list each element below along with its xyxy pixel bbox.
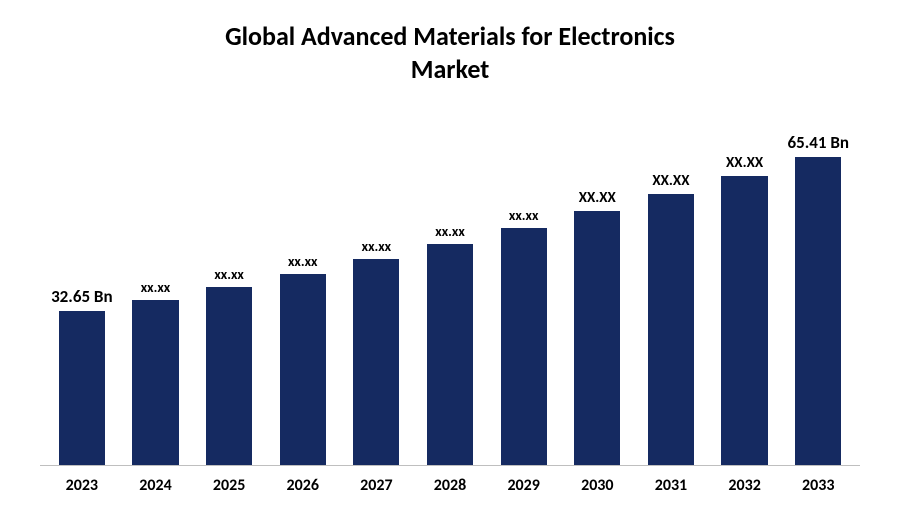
bar-column: XX.XX (708, 110, 782, 465)
bar-column: xx.xx (487, 110, 561, 465)
bar (280, 274, 326, 465)
bar-column: xx.xx (192, 110, 266, 465)
bar-column: XX.XX (560, 110, 634, 465)
bar (132, 300, 178, 465)
bar (795, 157, 841, 465)
bar-data-label: XX.XX (579, 189, 616, 207)
xaxis-label: 2024 (119, 476, 193, 495)
bar-data-label: xx.xx (509, 207, 538, 224)
bars-row: 32.65 Bn xx.xx xx.xx xx.xx xx.xx xx.xx xx.xx XX… (40, 110, 860, 466)
bar (574, 211, 620, 465)
bar-column: xx.xx (413, 110, 487, 465)
bar-data-label: XX.XX (652, 172, 689, 190)
xaxis-label: 2028 (413, 476, 487, 495)
bar-data-label: 65.41 Bn (787, 132, 849, 153)
bar (501, 228, 547, 465)
bar (206, 287, 252, 465)
xaxis-label: 2023 (45, 476, 119, 495)
xaxis-label: 2031 (634, 476, 708, 495)
xaxis-label: 2026 (266, 476, 340, 495)
bar (59, 311, 105, 465)
xaxis-label: 2033 (781, 476, 855, 495)
bar-chart: 32.65 Bn xx.xx xx.xx xx.xx xx.xx xx.xx xx.xx XX… (40, 110, 860, 495)
bar-data-label: XX.XX (726, 154, 763, 172)
bar (721, 176, 767, 465)
xaxis-label: 2029 (487, 476, 561, 495)
bar-data-label: xx.xx (214, 266, 243, 283)
xaxis-label: 2025 (192, 476, 266, 495)
bar-column: xx.xx (119, 110, 193, 465)
chart-title-line1: Global Advanced Materials for Electronic… (40, 20, 860, 53)
bar-column: XX.XX (634, 110, 708, 465)
xaxis-label: 2027 (340, 476, 414, 495)
xaxis-label: 2030 (560, 476, 634, 495)
bar-column: xx.xx (266, 110, 340, 465)
bar-data-label: 32.65 Bn (51, 286, 113, 307)
bar-column: xx.xx (340, 110, 414, 465)
bar-column: 32.65 Bn (45, 110, 119, 465)
bar-column: 65.41 Bn (781, 110, 855, 465)
chart-title: Global Advanced Materials for Electronic… (40, 20, 860, 85)
bar (427, 244, 473, 465)
bar-data-label: xx.xx (141, 279, 170, 296)
xaxis-label: 2032 (708, 476, 782, 495)
chart-title-line2: Market (40, 53, 860, 86)
bar-data-label: xx.xx (288, 253, 317, 270)
xaxis-row: 2023202420252026202720282029203020312032… (40, 466, 860, 495)
bar (353, 259, 399, 465)
bar-data-label: xx.xx (435, 223, 464, 240)
bar (648, 194, 694, 465)
bar-data-label: xx.xx (362, 238, 391, 255)
